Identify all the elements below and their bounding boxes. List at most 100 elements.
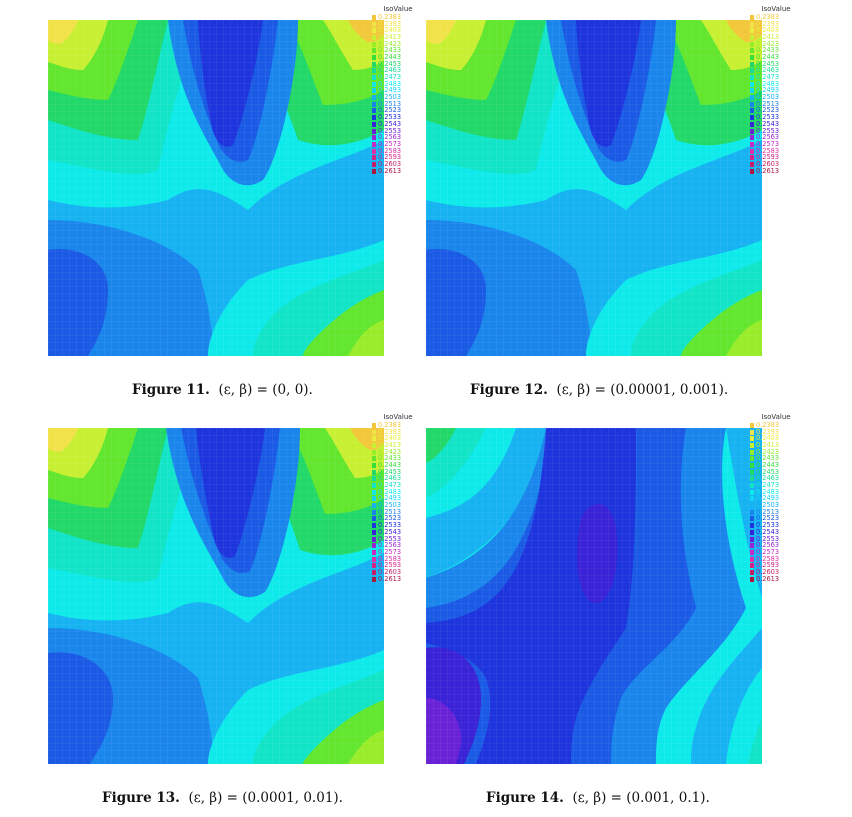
legend-entry: 0.2583 (372, 146, 424, 155)
legend-entry: 0.2433 (372, 455, 424, 462)
legend-entries: 0.2383 0.2393 0.2403 0.2413 0.2423 0.2433 0.24… (372, 421, 424, 583)
legend-label: 0.2603 (378, 567, 402, 576)
legend-label: 0.2603 (756, 159, 780, 168)
legend-entry: 0.2453 (750, 60, 802, 68)
legend-entry: 0.2493 (750, 87, 802, 95)
legend-swatch (750, 436, 754, 442)
legend-swatch (372, 529, 376, 535)
legend-entry: 0.2543 (372, 120, 424, 128)
legend-entry: 0.2593 (372, 562, 424, 569)
legend-label: 0.2523 (756, 514, 780, 523)
legend-entries: 0.2383 0.2393 0.2403 0.2413 0.2423 0.2433 0.24… (750, 12, 802, 175)
legend-swatch (750, 576, 754, 582)
legend-entry: 0.2403 (372, 435, 424, 442)
legend-label: 0.2473 (378, 73, 402, 82)
legend-label: 0.2603 (378, 159, 402, 168)
legend-swatch (750, 543, 754, 549)
legend-label: 0.2383 (756, 12, 780, 21)
legend-swatch (372, 489, 376, 495)
legend-entry: 0.2503 (750, 502, 802, 509)
legend-entry: 0.2393 (750, 20, 802, 28)
legend-label: 0.2433 (378, 454, 402, 463)
legend-entry: 0.2423 (372, 448, 424, 456)
legend-entry: 0.2423 (750, 448, 802, 456)
legend-swatch (750, 503, 754, 509)
figure-formula: (ε, β) = (0, 0). (218, 382, 313, 398)
legend-swatch (372, 576, 376, 582)
legend-entry: 0.2533 (372, 114, 424, 121)
legend-swatch (750, 121, 754, 127)
legend-swatch (750, 68, 754, 74)
legend-label: 0.2383 (756, 420, 780, 429)
legend-entry: 0.2463 (750, 475, 802, 483)
legend-label: 0.2403 (378, 434, 402, 443)
legend-label: 0.2583 (378, 146, 402, 155)
legend-entry: 0.2393 (372, 20, 424, 28)
legend-label: 0.2593 (378, 561, 402, 570)
legend-swatch (372, 121, 376, 127)
figure-formula: (ε, β) = (0.00001, 0.001). (556, 382, 729, 398)
legend-entry: 0.2383 (750, 12, 802, 21)
legend-swatch (372, 563, 376, 569)
legend-entry: 0.2523 (372, 515, 424, 523)
legend-swatch (372, 456, 376, 462)
legend-entry: 0.2563 (750, 542, 802, 549)
legend-label: 0.2453 (756, 467, 780, 476)
legend-swatch (372, 442, 376, 448)
legend-entry: 0.2473 (750, 482, 802, 489)
legend-entry: 0.2433 (750, 455, 802, 462)
figure-label: Figure 12. (470, 382, 548, 398)
legend-swatch (372, 34, 376, 40)
legend-swatch (750, 61, 754, 67)
legend-swatch (750, 516, 754, 522)
legend-entry: 0.2513 (372, 508, 424, 516)
legend-title: IsoValue (383, 5, 413, 13)
legend-swatch (750, 155, 754, 161)
legend-label: 0.2453 (378, 467, 402, 476)
legend-label: 0.2493 (378, 86, 402, 95)
figure-caption: Figure 11. (ε, β) = (0, 0). (132, 382, 313, 398)
contour-plot (48, 20, 384, 356)
legend-swatch (750, 456, 754, 462)
legend-label: 0.2413 (378, 440, 402, 449)
legend-entry: 0.2613 (372, 167, 424, 175)
legend-label: 0.2593 (756, 153, 780, 162)
legend-label: 0.2403 (378, 26, 402, 35)
legend-label: 0.2423 (756, 39, 780, 48)
legend-swatch (750, 422, 754, 428)
legend-entry: 0.2413 (750, 441, 802, 449)
legend-swatch (372, 41, 376, 47)
legend-label: 0.2493 (756, 494, 780, 503)
legend-entry: 0.2483 (750, 488, 802, 496)
legend-swatch (372, 549, 376, 555)
legend-swatch (750, 28, 754, 34)
legend-swatch (372, 28, 376, 34)
legend-entry: 0.2593 (372, 154, 424, 161)
legend-entry: 0.2603 (372, 159, 424, 168)
legend-entry: 0.2603 (750, 159, 802, 168)
legend-label: 0.2583 (756, 554, 780, 563)
legend-label: 0.2613 (378, 574, 402, 583)
legend-label: 0.2553 (378, 534, 402, 543)
legend-entry: 0.2613 (750, 167, 802, 175)
legend-label: 0.2423 (378, 39, 402, 48)
figure-caption: Figure 12. (ε, β) = (0.00001, 0.001). (470, 382, 728, 398)
legend-swatch (372, 543, 376, 549)
legend-swatch (750, 476, 754, 482)
legend-swatch (750, 95, 754, 101)
legend-entry: 0.2573 (372, 140, 424, 148)
contour-plot-graphic (48, 20, 384, 356)
legend-swatch (372, 75, 376, 81)
legend-swatch (372, 128, 376, 134)
legend-label: 0.2563 (378, 133, 402, 142)
legend-entry: 0.2393 (750, 428, 802, 436)
legend-entry: 0.2413 (372, 440, 424, 449)
legend-swatch (750, 128, 754, 134)
legend-swatch (372, 48, 376, 54)
legend-entry: 0.2473 (372, 482, 424, 489)
legend-entry: 0.2543 (372, 528, 424, 536)
legend-label: 0.2433 (756, 46, 780, 55)
contour-plot-graphic (426, 428, 762, 764)
legend-label: 0.2403 (756, 26, 780, 35)
legend-swatch (750, 41, 754, 47)
